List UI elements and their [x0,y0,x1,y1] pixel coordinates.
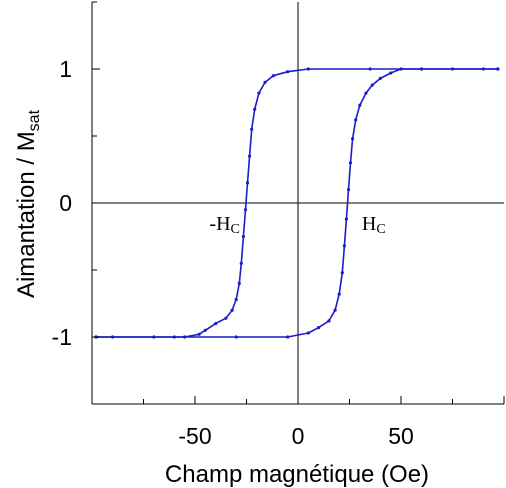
data-point [342,244,346,248]
y-tick-label: 1 [59,56,72,82]
data-point [248,154,252,158]
data-point [481,67,485,71]
tick-group: 1 0 -1 -50 0 50 [52,1,505,449]
data-point [389,71,393,75]
data-point [346,188,351,192]
data-point [337,292,341,296]
data-point [237,281,241,285]
x-tick-label: -50 [178,423,211,449]
data-point [239,261,243,265]
coercive-field-label-sub: C [376,222,385,237]
data-point [241,234,245,239]
coercive-field-label-main: -H [209,213,230,235]
y-tick-label: 0 [59,190,72,216]
data-point [286,70,290,74]
data-point [230,308,234,312]
data-point [354,118,358,122]
data-point [197,332,201,336]
data-point [351,137,355,141]
y-axis-title-sub: sat [26,109,43,131]
data-point [333,308,337,312]
data-point [358,103,362,107]
data-point [214,322,218,326]
data-point [172,335,176,339]
data-point [224,316,228,320]
hysteresis-branch-ascending [96,68,498,338]
data-point [234,335,238,339]
data-point [257,91,261,95]
data-point [348,161,353,165]
data-point [250,127,254,131]
data-point [370,83,374,87]
coercive-field-label: -HC [209,213,239,237]
data-point [420,67,424,71]
data-point [271,74,275,78]
curve-group [94,67,500,339]
axis-title-group: Champ magnétique (Oe) Aimantation / Msat [13,109,429,488]
data-point [496,67,500,71]
data-point [364,91,368,95]
data-point [263,80,267,84]
data-point [245,181,250,185]
data-point [368,67,372,71]
coercive-field-label-sub: C [231,222,240,237]
data-point [306,331,310,335]
data-point [203,328,207,332]
data-point [450,67,455,71]
annotation-group: -HC HC [209,213,385,237]
data-point [399,67,403,71]
x-axis-title: Champ magnétique (Oe) [165,461,429,488]
data-point [344,217,348,221]
data-point [327,319,331,323]
coercive-field-label: HC [362,213,386,237]
data-point [286,335,290,339]
y-tick-label: -1 [52,324,72,350]
x-tick-label: 50 [388,423,414,449]
data-point [243,208,248,212]
zero-lines-group [92,2,504,404]
y-axis-title: Aimantation / Msat [13,109,43,298]
data-point [378,76,382,80]
data-point [340,271,344,275]
x-tick-label: 0 [292,423,305,449]
data-point [234,297,238,302]
data-point [317,326,321,330]
y-axis-title-main: Aimantation / M [13,131,40,298]
data-point [306,67,310,71]
data-point [253,107,257,111]
coercive-field-label-main: H [362,213,376,235]
